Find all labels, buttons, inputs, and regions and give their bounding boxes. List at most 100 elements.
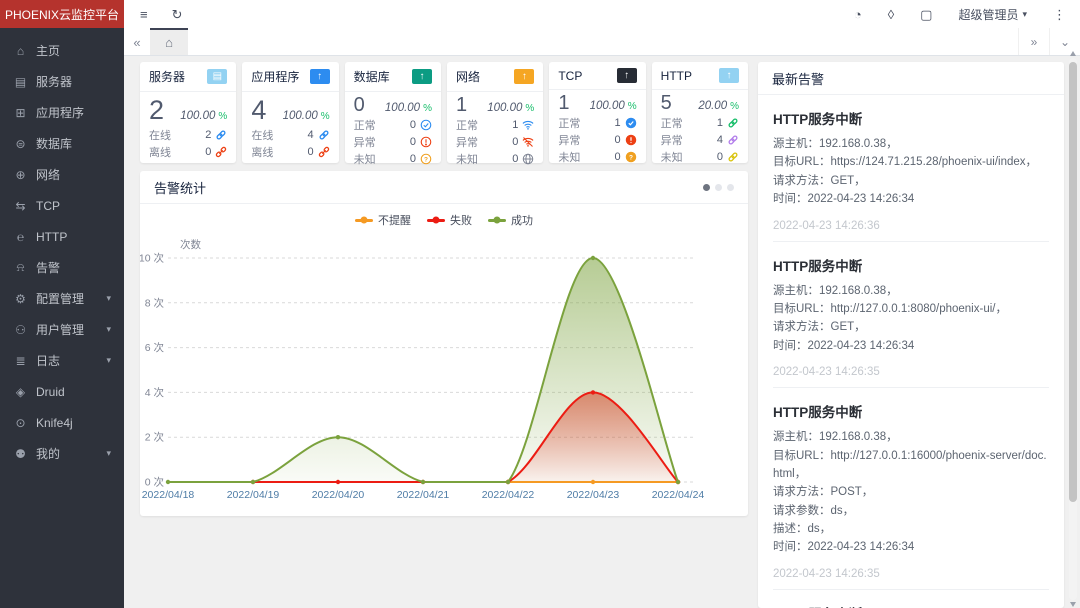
stat-value: 0 (512, 135, 519, 148)
exclam-circle-icon (420, 136, 432, 148)
tabs-scroll-left-icon[interactable]: « (133, 35, 141, 50)
knife4j-icon: ⊙ (15, 415, 26, 430)
theme-icon[interactable]: ◔ (853, 6, 862, 22)
menu-fold-icon[interactable]: ≡ (140, 6, 148, 22)
database-icon: ⊜ (15, 136, 26, 151)
config-management-icon: ⚙ (15, 291, 26, 306)
card-body: 4 100.00% 在线 4 离线 0 (242, 92, 338, 160)
stat-label: 未知 (558, 151, 581, 164)
svg-text:2022/04/24: 2022/04/24 (652, 489, 705, 501)
card-title: TCP (558, 68, 583, 83)
stat-row: 在线 4 (251, 126, 329, 143)
up-arrow-badge-icon: ↑ (309, 69, 330, 84)
up-arrow-badge-icon: ↑ (719, 68, 739, 83)
stat-row: 正常 1 (661, 114, 739, 131)
svg-text:?: ? (629, 154, 633, 161)
alarm-timestamp: 2022-04-23 14:26:36 (773, 219, 880, 232)
alarm-stats-chart: 次数 0 次2 次4 次6 次8 次10 次 2022/04/18 2022/04… (140, 238, 705, 501)
alarm-item: HTTP服务中断源主机：192.168.0.38， 目标URL：http://12… (773, 242, 1049, 389)
stat-value: 0 (409, 152, 416, 165)
svg-text:2022/04/22: 2022/04/22 (482, 489, 535, 501)
tabbar: « ⌂ » ⌄ (124, 28, 1080, 56)
carousel-dot-1[interactable] (703, 183, 710, 191)
sidebar-item-knife4j[interactable]: ⊙ Knife4j (0, 407, 124, 438)
sidebar-item-druid[interactable]: ◈ Druid (0, 376, 124, 407)
legend-marker (427, 216, 445, 224)
user-menu[interactable]: 超级管理员 ▾ (958, 6, 1027, 23)
scrollbar-down-icon[interactable] (1070, 602, 1076, 607)
sidebar-item-network[interactable]: ⊕ 网络 (0, 159, 124, 190)
alarm-line: 时间：2022-04-23 14:26:34 (773, 541, 915, 554)
sidebar-item-alarm[interactable]: ⍾ 告警 (0, 252, 124, 283)
card-header: TCP ↑ (549, 62, 646, 90)
sidebar-item-server[interactable]: ▤ 服务器 (0, 66, 124, 97)
fullscreen-icon[interactable]: ▢ (920, 6, 933, 22)
stat-card-http: HTTP ↑ 5 20.00% 正常 1 异常 4 未知 0 (651, 62, 748, 165)
sidebar-item-log[interactable]: ≣ 日志 ▾ (0, 345, 124, 376)
server-icon: ▤ (14, 74, 27, 89)
stat-value: 0 (409, 135, 416, 148)
svg-text:10 次: 10 次 (140, 252, 164, 265)
stat-label: 正常 (456, 119, 478, 132)
wifi-off-icon (522, 136, 534, 148)
sidebar: PHOENIX云监控平台 ⌂ 主页 ▤ 服务器 ⊞ 应用程序 ⊜ 数据库 ⊕ 网络 ⇆ TCP ℮ HTT… (0, 0, 124, 608)
scrollbar-up-icon[interactable] (1070, 51, 1076, 56)
topbar-right: ◔ ◊ ▢ 超级管理员 ▾ ⋮ (854, 6, 1066, 23)
legend-item-成功[interactable]: 成功 (488, 212, 533, 228)
card-percent: 100.00% (282, 110, 330, 122)
sidebar-item-http[interactable]: ℮ HTTP (0, 221, 124, 252)
alarm-list: HTTP服务中断 源主机：192.168.0.38， 目标URL：https://1… (758, 95, 1064, 608)
sidebar-item-tcp[interactable]: ⇆ TCP (0, 190, 124, 221)
refresh-icon[interactable]: ↻ (171, 6, 183, 22)
stat-card-tcp: TCP ↑ 1 100.00% 正常 1 异常 0 未知 0? (549, 62, 646, 164)
sidebar-item-user-management[interactable]: ⚇ 用户管理 ▾ (0, 314, 124, 345)
link-icon (727, 117, 739, 129)
mine-icon: ⚉ (15, 446, 26, 461)
carousel-dot-2[interactable] (715, 183, 722, 191)
question-circle-icon: ? (420, 153, 432, 165)
alarm-line: 请求方法：GET， (773, 321, 866, 334)
sidebar-item-config-management[interactable]: ⚙ 配置管理 ▾ (0, 283, 124, 314)
sidebar-item-application[interactable]: ⊞ 应用程序 (0, 97, 124, 128)
alarm-title: HTTP服务中断 (773, 112, 863, 127)
http-icon: ℮ (16, 229, 25, 244)
tabs-menu-icon[interactable]: ⌄ (1049, 28, 1080, 55)
stat-label: 正常 (660, 117, 683, 130)
sidebar-item-database[interactable]: ⊜ 数据库 (0, 128, 124, 159)
application-icon: ⊞ (15, 105, 26, 120)
user-management-icon: ⚇ (15, 322, 26, 337)
panel-title: 告警统计 (154, 180, 207, 196)
tabs-scroll-right-icon[interactable]: » (1018, 28, 1049, 55)
chevron-down-icon: ▾ (106, 293, 111, 303)
tag-icon[interactable]: ◊ (887, 6, 895, 22)
alarm-timestamp: 2022-04-23 14:26:35 (773, 366, 880, 379)
latest-alarms-header: 最新告警 (758, 62, 1064, 95)
card-header: HTTP ↑ (651, 62, 748, 90)
legend-item-失败[interactable]: 失败 (427, 212, 472, 228)
alarm-line: 时间：2022-04-23 14:26:34 (773, 193, 915, 206)
alarm-line: 目标URL：http://127.0.0.1:8080/phoenix-ui/， (773, 302, 1007, 315)
wifi-icon (522, 119, 534, 131)
more-icon[interactable]: ⋮ (1053, 6, 1066, 22)
stat-row: 未知 0 (661, 148, 739, 165)
scrollbar-thumb[interactable] (1069, 62, 1077, 502)
svg-text:2022/04/23: 2022/04/23 (567, 489, 620, 501)
sidebar-item-label: Knife4j (36, 415, 73, 430)
stat-row: 异常 0 (354, 133, 432, 150)
alarm-title: HTTP服务中断 (773, 405, 863, 421)
alarm-line: 请求方法：GET， (773, 174, 866, 187)
card-value: 4 (251, 95, 267, 125)
carousel-dot-3[interactable] (727, 183, 734, 191)
sidebar-item-home[interactable]: ⌂ 主页 (0, 35, 124, 66)
card-value: 0 (353, 94, 365, 116)
log-icon: ≣ (15, 353, 26, 368)
stat-row: 正常 1 (456, 116, 534, 133)
stat-row: 离线 0 (149, 143, 227, 160)
svg-text:2 次: 2 次 (145, 431, 165, 444)
card-percent: 100.00% (384, 102, 432, 114)
legend-item-不提醒[interactable]: 不提醒 (355, 212, 411, 228)
home-icon: ⌂ (165, 35, 173, 50)
tab-home[interactable]: ⌂ (150, 28, 188, 55)
check-circle-icon (420, 119, 432, 131)
sidebar-item-mine[interactable]: ⚉ 我的 ▾ (0, 438, 124, 469)
